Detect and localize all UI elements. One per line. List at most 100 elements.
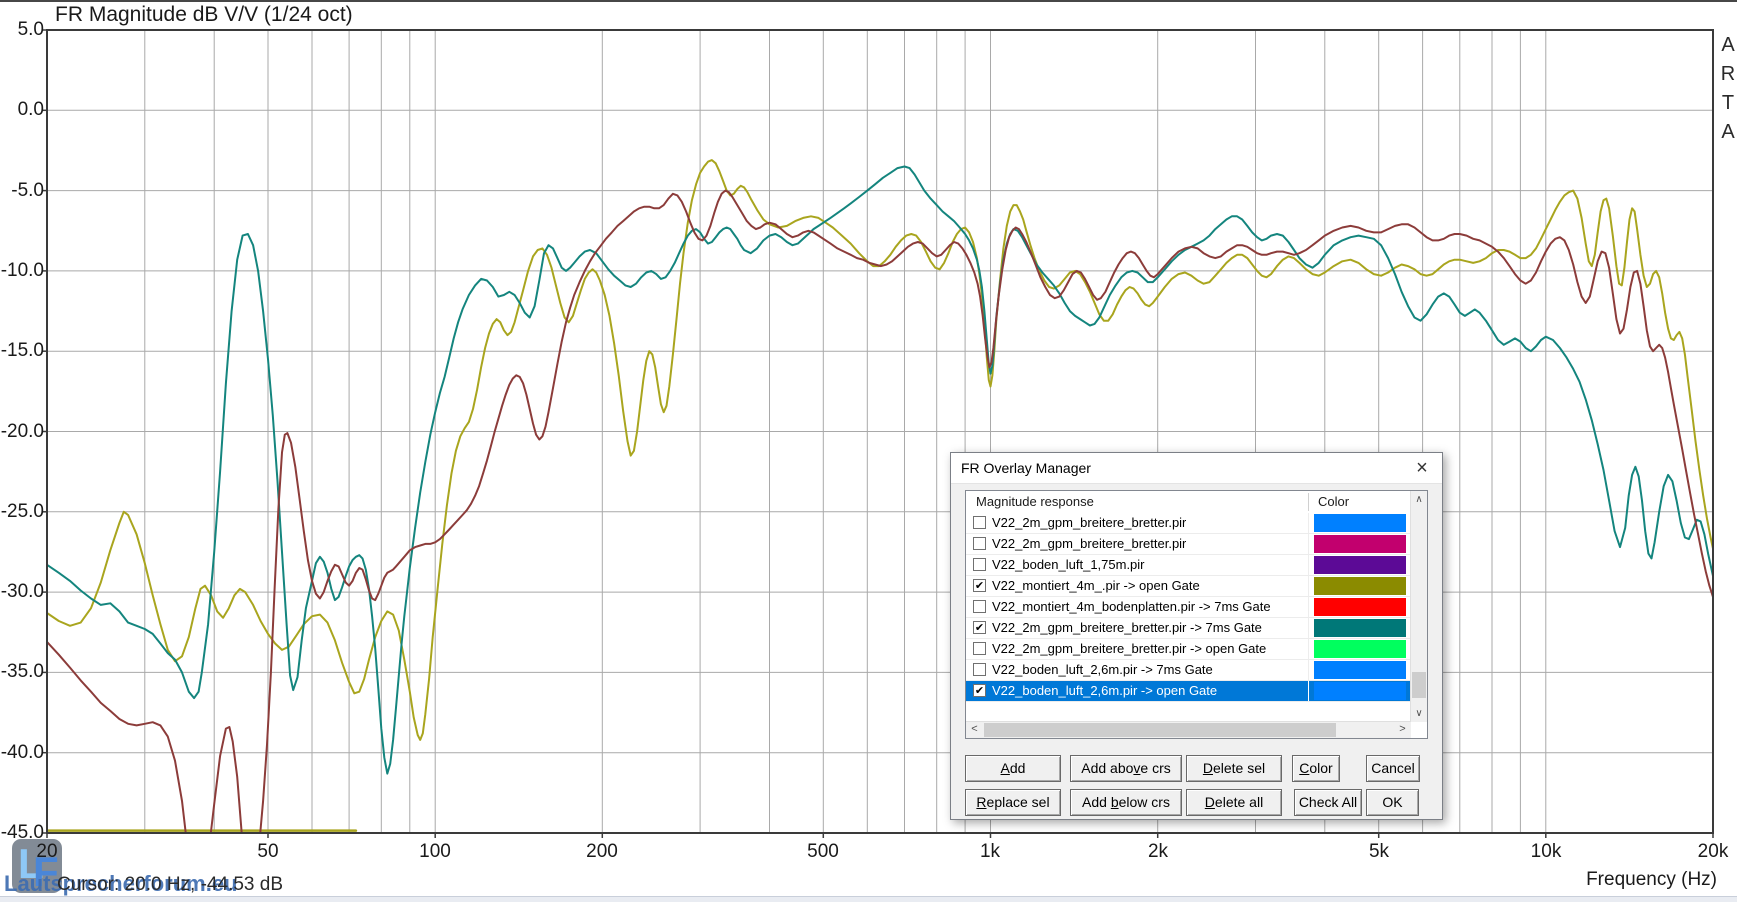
overlay-row[interactable]: ✔ V22_montiert_4m_.pir -> open Gate bbox=[966, 576, 1410, 597]
overlay-filename[interactable]: V22_boden_luft_2,6m.pir -> open Gate bbox=[992, 683, 1218, 698]
row-column-divider bbox=[1308, 555, 1309, 575]
overlay-row[interactable]: ✔ V22_2m_gpm_breitere_bretter.pir -> 7ms … bbox=[966, 618, 1410, 639]
y-tick-label: -35.0 bbox=[0, 661, 44, 682]
overlay-row[interactable]: V22_2m_gpm_breitere_bretter.pir -> open … bbox=[966, 639, 1410, 660]
curve-maroon-measurement bbox=[47, 189, 1713, 833]
scroll-up-icon[interactable]: ∧ bbox=[1415, 494, 1423, 505]
overlay-checkbox[interactable]: ✔ bbox=[973, 684, 986, 697]
overlay-color-swatch[interactable] bbox=[1314, 535, 1406, 553]
close-icon[interactable]: × bbox=[1416, 457, 1428, 479]
x-tick-label: 10k bbox=[1530, 841, 1562, 862]
overlay-filename[interactable]: V22_2m_gpm_breitere_bretter.pir -> 7ms G… bbox=[992, 620, 1262, 635]
column-header-magnitude-response[interactable]: Magnitude response bbox=[976, 494, 1094, 509]
curve-olive-open-gate bbox=[47, 159, 1713, 741]
overlay-filename[interactable]: V22_montiert_4m_.pir -> open Gate bbox=[992, 578, 1200, 593]
y-tick-label: -5.0 bbox=[11, 180, 44, 201]
overlay-filename[interactable]: V22_boden_luft_2,6m.pir -> 7ms Gate bbox=[992, 662, 1213, 677]
window-bottom-edge bbox=[0, 896, 1737, 902]
y-tick-label: -30.0 bbox=[0, 581, 44, 602]
overlay-row[interactable]: V22_2m_gpm_breitere_bretter.pir bbox=[966, 534, 1410, 555]
listview-header[interactable]: Magnitude response Color bbox=[966, 491, 1410, 514]
scroll-right-icon[interactable]: > bbox=[1399, 723, 1406, 735]
overlay-filename[interactable]: V22_2m_gpm_breitere_bretter.pir bbox=[992, 536, 1187, 551]
overlay-row[interactable]: V22_boden_luft_1,75m.pir bbox=[966, 555, 1410, 576]
logo-letter-l: L bbox=[18, 840, 44, 887]
dialog-title: FR Overlay Manager bbox=[961, 460, 1091, 476]
overlay-checkbox[interactable]: ✔ bbox=[973, 621, 986, 634]
y-tick-label: -10.0 bbox=[0, 260, 44, 281]
overlay-checkbox[interactable]: ✔ bbox=[973, 579, 986, 592]
overlay-checkbox[interactable] bbox=[973, 537, 986, 550]
overlay-checkbox[interactable] bbox=[973, 558, 986, 571]
vertical-scroll-thumb[interactable] bbox=[1412, 672, 1426, 698]
y-tick-label: -20.0 bbox=[0, 421, 44, 442]
row-column-divider bbox=[1308, 534, 1309, 554]
overlay-filename[interactable]: V22_boden_luft_1,75m.pir bbox=[992, 557, 1145, 572]
window-top-edge bbox=[0, 0, 1737, 2]
y-tick-label: -25.0 bbox=[0, 501, 44, 522]
add-above-crs-button[interactable]: Add above crs bbox=[1070, 755, 1182, 782]
overlay-color-swatch[interactable] bbox=[1314, 619, 1406, 637]
x-tick-label: 2k bbox=[1147, 841, 1169, 862]
overlay-filename[interactable]: V22_2m_gpm_breitere_bretter.pir -> open … bbox=[992, 641, 1267, 656]
overlay-checkbox[interactable] bbox=[973, 600, 986, 613]
overlay-color-swatch[interactable] bbox=[1314, 577, 1406, 595]
y-tick-label: -15.0 bbox=[0, 340, 44, 361]
x-tick-label: 5k bbox=[1368, 841, 1390, 862]
x-tick-label: 200 bbox=[586, 841, 618, 862]
y-tick-label: -40.0 bbox=[0, 742, 44, 763]
x-tick-label: 1k bbox=[979, 841, 1001, 862]
color-button[interactable]: Color bbox=[1292, 755, 1340, 782]
cancel-button[interactable]: Cancel bbox=[1366, 755, 1420, 782]
check-all-button[interactable]: Check All bbox=[1294, 789, 1362, 816]
cursor-readout: Cursor: 20.0 Hz, -44.53 dB bbox=[57, 874, 283, 895]
overlay-color-swatch[interactable] bbox=[1314, 514, 1406, 532]
y-tick-label: 0.0 bbox=[17, 99, 44, 120]
overlay-checkbox[interactable] bbox=[973, 663, 986, 676]
x-tick-label: 500 bbox=[807, 841, 839, 862]
row-column-divider bbox=[1308, 681, 1309, 701]
column-header-color[interactable]: Color bbox=[1318, 494, 1350, 509]
overlay-row[interactable]: V22_montiert_4m_bodenplatten.pir -> 7ms … bbox=[966, 597, 1410, 618]
overlay-row[interactable]: V22_boden_luft_2,6m.pir -> 7ms Gate bbox=[966, 660, 1410, 681]
overlay-color-swatch[interactable] bbox=[1314, 640, 1406, 658]
row-column-divider bbox=[1308, 576, 1309, 596]
scroll-down-icon[interactable]: ∨ bbox=[1415, 708, 1423, 719]
curve-teal-7ms-gate bbox=[47, 165, 1713, 775]
overlay-color-swatch[interactable] bbox=[1314, 661, 1406, 679]
row-column-divider bbox=[1308, 618, 1309, 638]
overlay-row[interactable]: V22_2m_gpm_breitere_bretter.pir bbox=[966, 513, 1410, 534]
vertical-scrollbar[interactable]: ∧ ∨ bbox=[1410, 491, 1427, 722]
overlay-row[interactable]: ✔ V22_boden_luft_2,6m.pir -> open Gate bbox=[966, 681, 1410, 702]
y-tick-label: -45.0 bbox=[0, 822, 44, 843]
overlay-color-swatch[interactable] bbox=[1314, 682, 1406, 700]
overlay-checkbox[interactable] bbox=[973, 642, 986, 655]
horizontal-scroll-thumb[interactable] bbox=[984, 723, 1336, 737]
delete-all-button[interactable]: Delete all bbox=[1186, 789, 1282, 816]
overlay-checkbox[interactable] bbox=[973, 516, 986, 529]
ok-button[interactable]: OK bbox=[1366, 789, 1419, 816]
delete-sel-button[interactable]: Delete sel bbox=[1186, 755, 1282, 782]
dialog-titlebar[interactable]: FR Overlay Manager × bbox=[951, 453, 1442, 484]
add-button[interactable]: Add bbox=[965, 755, 1061, 782]
overlay-listview: Magnitude response Color V22_2m_gpm_brei… bbox=[965, 490, 1428, 739]
scroll-left-icon[interactable]: < bbox=[971, 723, 978, 735]
x-axis-title: Frequency (Hz) bbox=[1586, 869, 1717, 890]
overlay-color-swatch[interactable] bbox=[1314, 556, 1406, 574]
overlay-filename[interactable]: V22_montiert_4m_bodenplatten.pir -> 7ms … bbox=[992, 599, 1271, 614]
x-tick-label: 50 bbox=[257, 841, 279, 862]
replace-sel-button[interactable]: Replace sel bbox=[965, 789, 1061, 816]
lautsprecherforum-logo-icon: L F bbox=[12, 839, 62, 895]
column-divider[interactable] bbox=[1308, 493, 1309, 511]
horizontal-scrollbar[interactable]: < > bbox=[966, 721, 1411, 738]
overlay-filename[interactable]: V22_2m_gpm_breitere_bretter.pir bbox=[992, 515, 1187, 530]
logo-letter-f: F bbox=[33, 848, 59, 895]
add-below-crs-button[interactable]: Add below crs bbox=[1070, 789, 1182, 816]
x-tick-label: 20k bbox=[1697, 841, 1729, 862]
row-column-divider bbox=[1308, 597, 1309, 617]
overlay-color-swatch[interactable] bbox=[1314, 598, 1406, 616]
row-column-divider bbox=[1308, 660, 1309, 680]
watermark-text: Lautsprecherforum.eu bbox=[4, 871, 238, 896]
